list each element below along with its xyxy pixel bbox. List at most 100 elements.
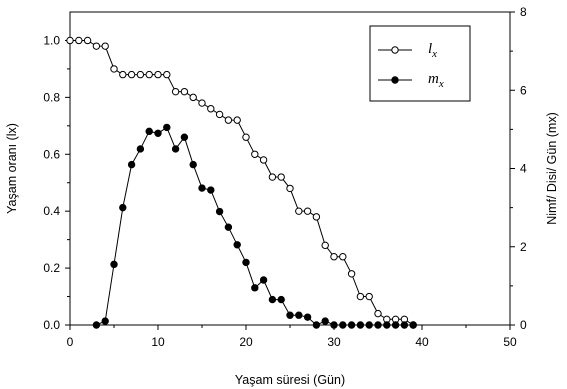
y-left-tick-label: 0.6 (43, 147, 60, 161)
y-right-axis-title: Nimf/ Disi/ Gün (mx) (545, 112, 559, 225)
mx-point (374, 321, 382, 329)
mx-point (400, 321, 409, 329)
mx-point (215, 207, 224, 216)
lx-point (119, 70, 127, 79)
lx-point (145, 70, 153, 79)
lx-point (251, 150, 259, 158)
lx-point (207, 105, 215, 113)
lx-point (347, 270, 356, 278)
lx-point (171, 87, 180, 96)
lx-point (163, 70, 171, 79)
mx-point (312, 321, 321, 329)
lx-point (259, 156, 268, 164)
mx-point (286, 311, 294, 319)
lx-point (330, 253, 338, 261)
lx-point (321, 241, 329, 250)
lx-point (339, 253, 347, 261)
mx-point (409, 321, 417, 329)
legend-mx-label: mx (428, 71, 444, 90)
lx-point (198, 99, 206, 107)
x-tick-label: 0 (67, 335, 74, 349)
mx-point (101, 317, 109, 325)
mx-point (295, 311, 303, 319)
mx-point (119, 203, 127, 212)
lx-point (356, 292, 365, 301)
mx-point (171, 145, 180, 153)
lx-point (101, 42, 109, 50)
lx-point (66, 36, 74, 45)
mx-point (391, 321, 400, 329)
lx-point (92, 42, 101, 50)
lx-line (70, 39, 414, 326)
lx-point (127, 70, 136, 79)
ticks: 0 10 20 30 40 50 0.0 0.2 0.4 0.6 0.8 1.0 0 2 4 6 8 (43, 5, 527, 349)
legend: lx mx (369, 25, 471, 102)
mx-point (356, 321, 365, 329)
lx-point (295, 207, 303, 215)
y-right-tick-label: 2 (520, 240, 527, 254)
mx-point (180, 133, 189, 141)
lx-point (180, 87, 189, 96)
y-right-tick-label: 8 (520, 5, 527, 19)
series-mx (92, 123, 417, 329)
legend-lx-marker (391, 46, 399, 54)
legend-box (369, 25, 471, 102)
mx-point (268, 295, 277, 304)
y-right-tick-label: 4 (520, 162, 527, 176)
lx-point (189, 93, 197, 102)
mx-point (251, 284, 259, 292)
mx-point (145, 127, 153, 136)
mx-point (242, 258, 250, 267)
legend-lx-label: lx (428, 41, 437, 60)
mx-point (365, 321, 373, 329)
x-axis-title: Yaşam süresi (Gün) (235, 373, 345, 387)
mx-point (136, 145, 145, 153)
mx-point (383, 321, 391, 329)
mx-point (127, 160, 136, 169)
lx-point (374, 309, 382, 318)
series-lx (66, 36, 417, 329)
y-left-tick-label: 0.0 (43, 318, 60, 332)
legend-mx-marker (391, 76, 399, 84)
lx-point (224, 116, 233, 124)
mx-point (92, 321, 101, 329)
lx-point (303, 207, 312, 215)
mx-point (110, 260, 118, 269)
lx-point (268, 173, 277, 181)
mx-point (233, 241, 241, 249)
lx-point (365, 292, 373, 301)
mx-point (259, 276, 268, 284)
y-left-tick-label: 0.8 (43, 90, 60, 104)
lx-point (312, 213, 321, 221)
y-left-tick-label: 1.0 (43, 33, 60, 47)
x-tick-label: 30 (327, 335, 341, 349)
x-tick-label: 40 (415, 335, 429, 349)
mx-point (339, 321, 347, 329)
mx-point (303, 313, 312, 321)
mx-point (207, 186, 215, 194)
y-right-tick-label: 6 (520, 83, 527, 97)
y-left-tick-label: 0.2 (43, 261, 60, 275)
mx-point (198, 184, 206, 192)
x-tick-label: 10 (151, 335, 165, 349)
lx-point (242, 133, 250, 141)
mx-point (163, 123, 171, 132)
mx-point (189, 160, 197, 169)
mx-point (321, 317, 329, 325)
x-tick-label: 20 (239, 335, 253, 349)
mx-point (277, 295, 285, 304)
mx-point (224, 223, 233, 231)
y-left-tick-label: 0.4 (43, 204, 60, 218)
lx-point (215, 110, 224, 119)
lx-point (154, 70, 162, 79)
mx-point (154, 129, 162, 137)
x-tick-label: 50 (503, 335, 517, 349)
lx-point (277, 173, 285, 181)
mx-point (330, 321, 338, 329)
lx-point (233, 116, 241, 124)
lx-point (286, 184, 294, 193)
lx-point (75, 36, 83, 45)
y-left-axis-title: Yaşam oranı (lx) (5, 123, 19, 214)
lx-point (136, 70, 145, 79)
